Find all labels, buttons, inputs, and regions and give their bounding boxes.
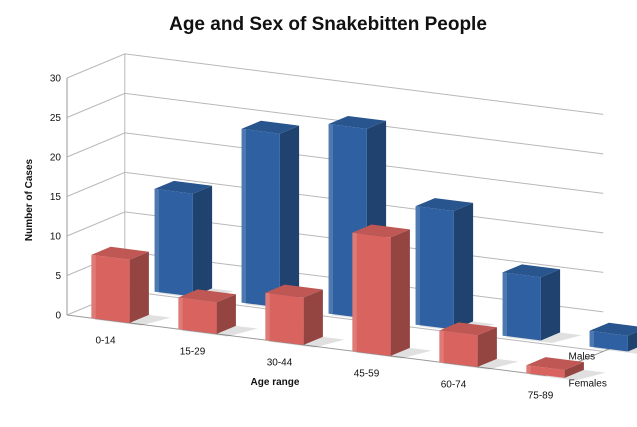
y-tick-label: 10 (50, 232, 62, 243)
bar-females-15-29 (178, 289, 258, 337)
y-axis-title: Number of Cases (24, 158, 35, 241)
x-tick-label: 75-89 (528, 391, 554, 402)
bar-males-0-14 (154, 180, 234, 299)
series-label-males: Males (569, 352, 596, 363)
series-label-females: Females (569, 379, 607, 390)
bar-males-60-74 (502, 264, 582, 343)
bar-females-0-14 (91, 246, 171, 326)
bar-top-face (526, 357, 584, 370)
bar-side-face (303, 289, 323, 345)
bar-highlight (328, 124, 333, 315)
x-axis-title: Age range (251, 377, 300, 388)
bar-highlight (589, 330, 594, 348)
bar-front-face (439, 330, 478, 367)
bar-front-face (415, 206, 454, 330)
y-tick-label: 25 (50, 113, 62, 124)
bar-females-60-74 (439, 322, 519, 370)
bar-side-face (192, 185, 213, 297)
grid-layer (66, 53, 615, 377)
bar-top-face (265, 284, 323, 298)
bar-top-face (439, 322, 497, 336)
bar-top-face (178, 289, 236, 303)
bar-side-face (564, 362, 584, 378)
bar-front-face (178, 297, 217, 334)
bar-highlight (352, 232, 357, 352)
bar-top-face (589, 322, 637, 336)
y-tick-label: 30 (50, 74, 62, 85)
bar-males-45-59 (415, 198, 495, 332)
bar-side-face (453, 202, 474, 330)
bar-side-face (477, 327, 497, 367)
bar-side-face (390, 229, 410, 356)
bar-highlight (241, 128, 246, 304)
gridline (66, 53, 604, 115)
bar-top-face (415, 198, 474, 211)
bar-highlight (265, 292, 270, 341)
bar-highlight (178, 297, 183, 330)
bar-top-face (241, 120, 300, 134)
x-tick-label: 60-74 (441, 380, 467, 391)
bar-front-face (91, 254, 130, 323)
bar-side-face (129, 251, 149, 323)
bar-top-face (328, 116, 387, 129)
bar-front-face (154, 188, 193, 297)
bar-front-face (241, 128, 280, 308)
x-tick-label: 15-29 (180, 347, 206, 358)
bar-top-face (502, 264, 561, 278)
bar-highlight (526, 365, 531, 374)
bar-front-face (589, 330, 628, 352)
bar-side-face (540, 269, 561, 341)
bar-males-75-89 (589, 322, 637, 354)
bars-layer (91, 116, 637, 381)
x-tick-label: 30-44 (267, 358, 293, 369)
y-tick-label: 0 (55, 311, 61, 322)
bar-top-face (352, 224, 410, 238)
bar-highlight (415, 206, 420, 326)
bar-side-face (627, 331, 637, 352)
x-tick-label: 0-14 (95, 336, 115, 347)
bar-front-face (526, 365, 565, 378)
chart-title: Age and Sex of Snakebitten People (169, 14, 487, 35)
bar-top-face (91, 246, 149, 260)
x-tick-label: 45-59 (354, 369, 380, 380)
labels-layer: Age and Sex of Snakebitten People Number… (24, 14, 607, 402)
bar-front-face (502, 272, 541, 341)
bar-females-30-44 (265, 284, 345, 348)
bar-front-face (352, 232, 391, 356)
y-tick-label: 20 (50, 153, 62, 164)
bar-females-75-89 (526, 357, 606, 381)
bar-top-face (154, 180, 213, 194)
bar-side-face (279, 125, 300, 308)
bar-highlight (502, 272, 507, 337)
bar-front-face (265, 292, 304, 345)
bar-side-face (216, 294, 236, 334)
bar-males-15-29 (241, 120, 321, 310)
bar-highlight (439, 330, 444, 363)
bar-females-45-59 (352, 224, 432, 359)
bar-highlight (154, 188, 159, 293)
y-tick-label: 5 (55, 271, 61, 282)
bar-highlight (91, 254, 96, 319)
y-tick-label: 15 (50, 192, 62, 203)
